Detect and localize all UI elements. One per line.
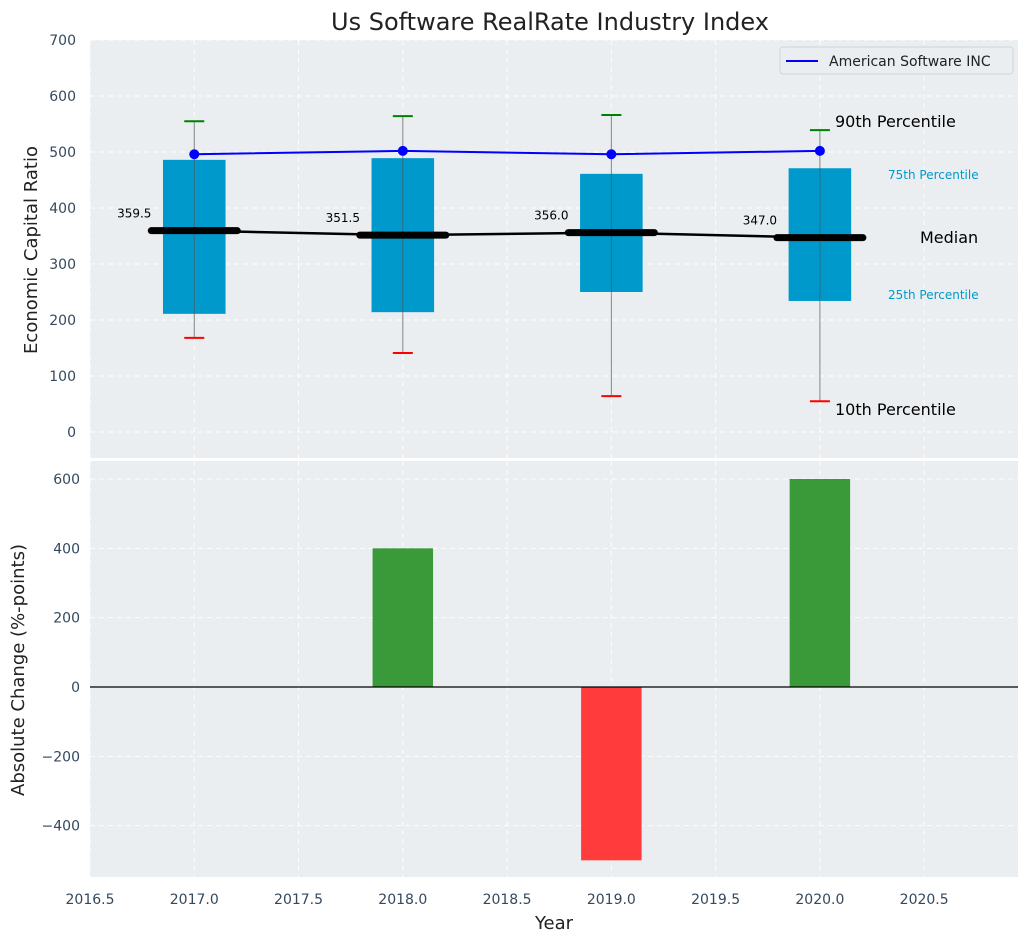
- bottom-marks: [90, 479, 1018, 861]
- legend-box: [779, 46, 1014, 75]
- annotation-median: Median: [920, 228, 978, 247]
- bottom-y-tick-label: −400: [42, 819, 80, 835]
- top-y-tick-label: 200: [49, 313, 76, 329]
- bottom-y-axis-label: Absolute Change (%-points): [8, 544, 29, 796]
- x-tick-label: 2018.0: [378, 892, 427, 908]
- top-y-tick-label: 300: [49, 257, 76, 273]
- x-tick-label: 2019.0: [587, 892, 636, 908]
- american-software-point: [814, 145, 825, 156]
- top-y-tick-label: 600: [49, 89, 76, 105]
- legend: American Software INC: [779, 46, 1014, 75]
- change-bar: [372, 548, 434, 687]
- median-value-label: 351.5: [326, 211, 360, 225]
- x-tick-label: 2017.0: [170, 892, 219, 908]
- median-value-label: 356.0: [534, 209, 568, 223]
- bottom-grid: [89, 461, 1018, 877]
- annotation-90th-percentile: 90th Percentile: [835, 112, 956, 131]
- median-value-label: 347.0: [743, 214, 777, 228]
- x-tick-label: 2016.5: [66, 892, 115, 908]
- bottom-y-tick-label: 200: [53, 611, 80, 627]
- top-y-tick-label: 100: [49, 369, 76, 385]
- bottom-y-tick-label: 0: [71, 680, 80, 696]
- top-y-tick-label: 400: [49, 201, 76, 217]
- x-axis-label: Year: [534, 913, 574, 934]
- bottom-y-tick-label: −200: [42, 749, 80, 765]
- x-tick-label: 2020.5: [900, 892, 949, 908]
- legend-label-american-software: American Software INC: [829, 54, 991, 70]
- x-tick-label: 2017.5: [274, 892, 323, 908]
- x-tick-label: 2019.5: [691, 892, 740, 908]
- top-y-tick-label: 700: [49, 33, 76, 49]
- bottom-y-ticks: −400 −200 0 200 400 600: [42, 472, 80, 835]
- median-value-label: 359.5: [117, 207, 151, 221]
- median-trend-line: [194, 229, 820, 239]
- annotation-25th-percentile: 25th Percentile: [888, 288, 979, 302]
- american-software-point: [189, 149, 200, 160]
- top-marks: 359.5 351.5 356.0 347.0: [117, 114, 867, 403]
- top-y-tick-label: 0: [67, 425, 76, 441]
- change-bar: [581, 687, 642, 861]
- american-software-line: [194, 149, 820, 156]
- top-plot-area: [90, 40, 1018, 458]
- bottom-plot-area: [90, 461, 1018, 877]
- american-software-point: [606, 149, 617, 160]
- x-tick-label: 2018.5: [483, 892, 532, 908]
- x-ticks: 2016.5 2017.0 2017.5 2018.0 2018.5 2019.0 2019…: [66, 892, 949, 908]
- bottom-y-tick-label: 600: [53, 472, 80, 488]
- top-y-axis-label: Economic Capital Ratio: [21, 146, 42, 354]
- chart-title: Us Software RealRate Industry Index: [331, 8, 769, 36]
- top-y-ticks: 0 100 200 300 400 500 600 700: [49, 33, 76, 441]
- annotation-75th-percentile: 75th Percentile: [888, 168, 979, 182]
- bottom-y-tick-label: 400: [53, 541, 80, 557]
- change-bar: [789, 479, 851, 687]
- american-software-point: [397, 145, 408, 156]
- x-tick-label: 2020.0: [795, 892, 844, 908]
- top-y-tick-label: 500: [49, 145, 76, 161]
- annotation-10th-percentile: 10th Percentile: [835, 400, 956, 419]
- top-panel: 0 100 200 300 400 500 600 700 Economic Capital …: [21, 33, 1018, 458]
- percentile-annotations: 90th Percentile 75th Percentile Median 2…: [835, 112, 979, 419]
